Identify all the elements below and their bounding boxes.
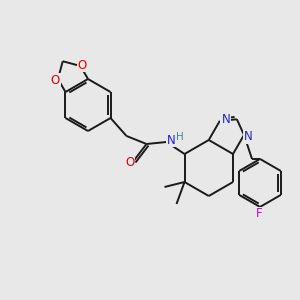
- Text: N: N: [221, 113, 230, 126]
- Text: O: O: [78, 58, 87, 71]
- Text: H: H: [176, 132, 183, 142]
- Text: O: O: [50, 74, 60, 86]
- Text: F: F: [256, 207, 262, 220]
- Text: N: N: [167, 134, 176, 146]
- Text: N: N: [244, 130, 252, 143]
- Text: O: O: [125, 157, 134, 169]
